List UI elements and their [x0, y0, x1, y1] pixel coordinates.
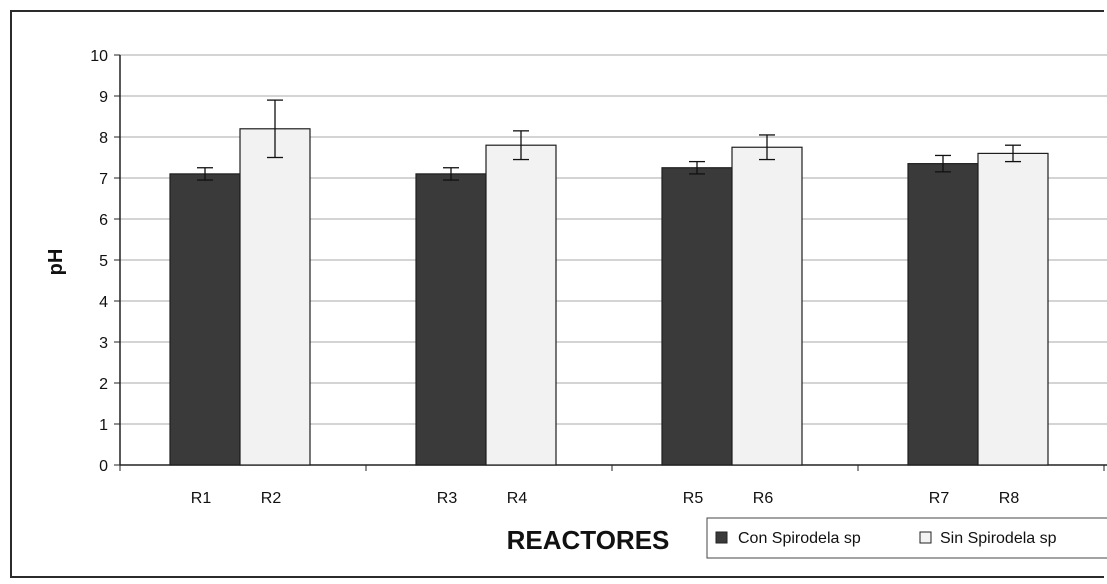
legend: Con Spirodela sp Sin Spirodela sp: [706, 517, 1107, 559]
y-tick-label-8: 8: [99, 130, 108, 147]
y-tick-label-9: 9: [99, 89, 108, 106]
y-tick-label-0: 0: [99, 458, 108, 475]
category-labels: R1 R2 R3 R4 R5 R6 R7 R8: [191, 490, 1020, 507]
y-axis-title: pH: [45, 249, 67, 276]
x-tick-label-r2: R2: [261, 490, 282, 507]
x-axis-title: REACTORES: [507, 525, 670, 555]
x-tick-label-r1: R1: [191, 490, 212, 507]
bar-r6: [731, 146, 803, 466]
error-bar-r8: [1005, 144, 1021, 163]
error-bar-r5: [689, 160, 705, 175]
y-tick-label-5: 5: [99, 253, 108, 270]
y-tick-label-10: 10: [90, 48, 108, 65]
x-tick-label-r7: R7: [929, 490, 950, 507]
bars: [169, 128, 1049, 466]
legend-box: [706, 517, 1107, 559]
legend-swatch-con-spirodela: [715, 531, 728, 544]
bar-r5: [661, 167, 733, 466]
x-tick-label-r3: R3: [437, 490, 458, 507]
legend-label-sin-spirodela: Sin Spirodela sp: [940, 530, 1057, 547]
x-tick-label-r8: R8: [999, 490, 1020, 507]
error-bar-r2: [267, 99, 283, 159]
bar-r7: [907, 163, 979, 466]
y-axis: 0 1 2 3 4 5 6 7 8 9 10: [90, 48, 121, 475]
x-axis: [119, 464, 1107, 471]
y-tick-label-7: 7: [99, 171, 108, 188]
bar-r3: [415, 173, 487, 466]
bar-r4: [485, 144, 557, 466]
y-tick-label-3: 3: [99, 335, 108, 352]
error-bars: [197, 99, 1021, 181]
bar-r2: [239, 128, 311, 466]
y-tick-label-4: 4: [99, 294, 108, 311]
bar-r1: [169, 173, 241, 466]
x-tick-label-r4: R4: [507, 490, 528, 507]
legend-label-con-spirodela: Con Spirodela sp: [738, 530, 861, 547]
legend-swatch-sin-spirodela: [919, 531, 932, 544]
bar-r8: [977, 152, 1049, 466]
y-tick-label-6: 6: [99, 212, 108, 229]
x-tick-label-r6: R6: [753, 490, 774, 507]
x-tick-label-r5: R5: [683, 490, 704, 507]
error-bar-r4: [513, 130, 529, 161]
error-bar-r7: [935, 154, 951, 173]
y-tick-label-1: 1: [99, 417, 108, 434]
error-bar-r3: [443, 167, 459, 181]
error-bar-r1: [197, 167, 213, 181]
error-bar-r6: [759, 134, 775, 161]
y-tick-label-2: 2: [99, 376, 108, 393]
